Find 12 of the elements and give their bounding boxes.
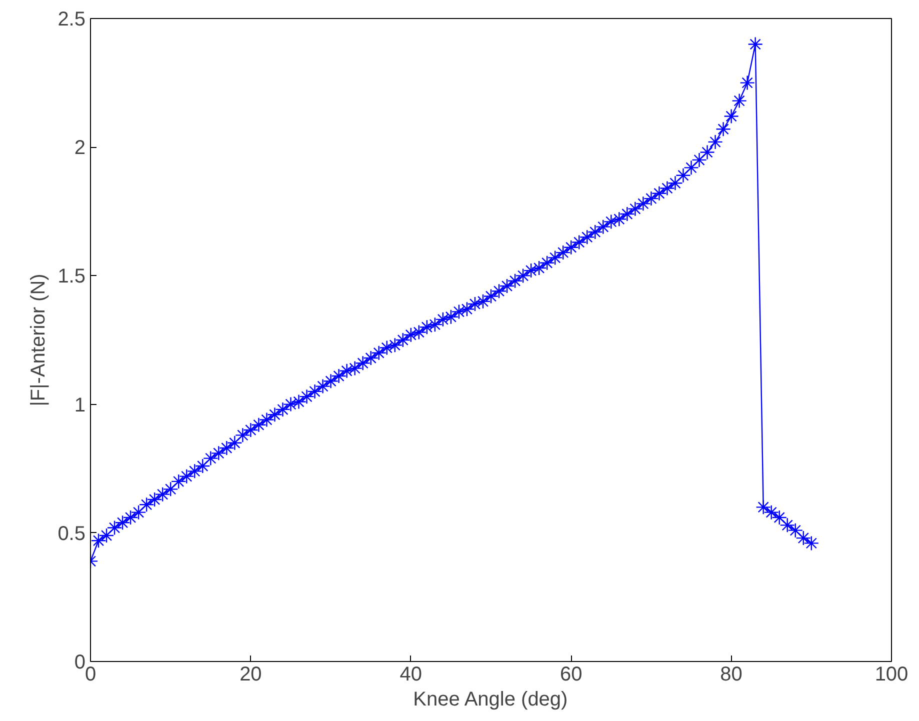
y-axis-title: |F|-Anterior (N) [28, 274, 50, 406]
y-tick-label: 2.5 [58, 8, 86, 30]
y-tick-label: 1 [74, 394, 86, 416]
x-tick-label: 80 [720, 664, 742, 686]
x-axis-title: Knee Angle (deg) [413, 688, 568, 710]
y-tick-label: 1.5 [58, 266, 86, 288]
x-tick-label: 60 [560, 664, 582, 686]
x-tick-label: 100 [874, 664, 908, 686]
y-tick-label: 2 [74, 137, 86, 160]
y-tick-label: 0.5 [58, 522, 86, 545]
x-tick-label: 20 [240, 664, 262, 686]
x-tick-label: 40 [400, 664, 422, 686]
